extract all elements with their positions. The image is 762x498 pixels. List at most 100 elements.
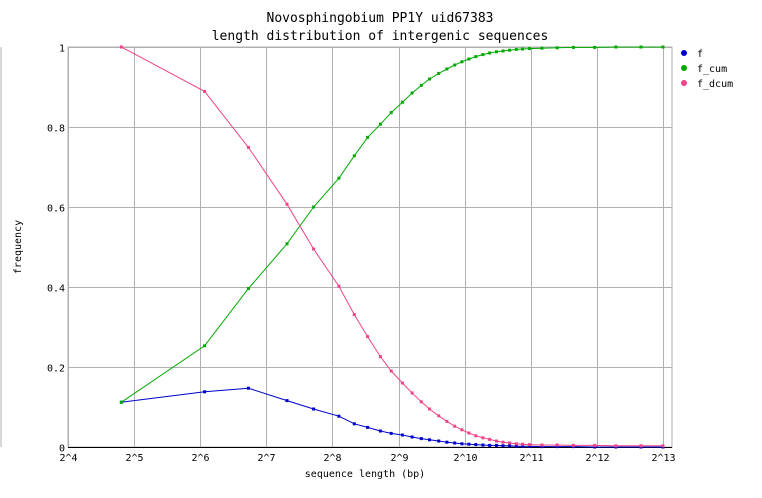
data-point — [460, 442, 464, 446]
data-point — [419, 400, 423, 404]
data-point — [639, 444, 643, 448]
data-point — [119, 400, 123, 404]
x-tick-label: 2^8 — [323, 453, 341, 464]
data-point — [661, 45, 665, 49]
series-f-dcum — [119, 45, 665, 448]
data-point — [246, 386, 250, 390]
data-point — [614, 444, 618, 448]
data-point — [540, 445, 544, 449]
data-point — [400, 100, 404, 104]
data-point — [285, 202, 289, 206]
x-tick-label: 2^10 — [453, 453, 477, 464]
data-point — [285, 242, 289, 246]
x-tick-label: 2^5 — [125, 453, 143, 464]
data-point — [467, 442, 471, 446]
data-point — [540, 443, 544, 447]
data-point — [389, 431, 393, 435]
data-point — [467, 431, 471, 435]
y-axis-label: frequency — [13, 220, 24, 274]
legend-marker — [681, 50, 687, 56]
y-tick-label: 0.6 — [47, 204, 65, 215]
tick-labels: 2^4 2^5 2^6 2^7 2^8 2^9 2^10 2^11 2^12 2^13 0 0.2 0.… — [47, 44, 676, 465]
y-tick-label: 0 — [59, 444, 65, 455]
data-point — [521, 444, 525, 448]
data-point — [337, 284, 341, 288]
data-point — [495, 439, 498, 443]
y-tick-label: 0.8 — [47, 124, 65, 135]
legend-label: f_dcum — [697, 79, 733, 90]
data-point — [445, 67, 449, 71]
data-point — [246, 287, 250, 291]
data-point — [352, 422, 356, 426]
legend: f f_cum f_dcum — [681, 49, 733, 90]
series-f — [119, 386, 665, 449]
data-point — [528, 444, 531, 448]
data-point — [389, 111, 393, 115]
data-point — [555, 445, 559, 449]
data-point — [488, 51, 492, 55]
x-tick-label: 2^7 — [257, 453, 275, 464]
legend-marker — [681, 65, 687, 71]
data-point — [593, 443, 597, 447]
data-point — [467, 57, 471, 61]
data-point — [528, 47, 531, 51]
data-point — [571, 443, 575, 447]
data-point — [312, 407, 316, 411]
legend-label: f_cum — [697, 64, 727, 75]
data-point — [445, 419, 449, 423]
y-tick-label: 1 — [59, 44, 65, 55]
data-point — [501, 49, 505, 53]
data-point — [437, 414, 441, 418]
data-point — [428, 438, 431, 442]
series-line — [121, 46, 663, 447]
data-point — [400, 433, 404, 437]
data-point — [410, 435, 414, 439]
data-point — [337, 176, 341, 180]
y-tick-label: 0.2 — [47, 364, 65, 375]
data-point — [508, 444, 512, 448]
x-tick-label: 2^13 — [651, 453, 675, 464]
chart-title: Novosphingobium PP1Y uid67383 — [267, 11, 494, 26]
x-tick-label: 2^6 — [191, 453, 209, 464]
data-point — [555, 46, 559, 50]
data-point — [521, 442, 525, 446]
data-point — [508, 48, 512, 52]
grid — [0, 46, 673, 448]
data-point — [474, 55, 478, 59]
data-point — [366, 135, 370, 139]
series-line — [121, 46, 663, 403]
data-point — [453, 441, 457, 445]
data-point — [460, 428, 464, 432]
data-point — [445, 440, 449, 444]
data-point — [571, 45, 575, 49]
legend-marker — [681, 80, 687, 86]
x-tick-label: 2^11 — [519, 453, 543, 464]
data-point — [285, 399, 289, 403]
data-point — [419, 437, 423, 441]
data-point — [555, 443, 559, 447]
data-point — [337, 414, 341, 418]
x-tick-label: 2^12 — [585, 453, 609, 464]
data-point — [352, 313, 356, 317]
data-point — [460, 60, 464, 64]
data-point — [593, 445, 597, 449]
data-point — [312, 247, 316, 251]
data-point — [312, 205, 316, 209]
data-point — [481, 436, 485, 440]
series-f-cum — [119, 45, 665, 404]
data-point — [593, 45, 597, 49]
data-point — [514, 442, 518, 446]
data-point — [495, 443, 498, 447]
data-point — [410, 91, 414, 95]
data-point — [400, 381, 404, 385]
x-axis-label: sequence length (bp) — [305, 469, 425, 480]
data-point — [488, 437, 492, 441]
data-point — [428, 77, 431, 81]
data-point — [378, 122, 382, 126]
data-point — [437, 71, 441, 75]
data-point — [203, 390, 207, 394]
chart-subtitle: length distribution of intergenic sequen… — [212, 29, 549, 44]
data-point — [203, 344, 207, 348]
data-point — [366, 425, 370, 429]
